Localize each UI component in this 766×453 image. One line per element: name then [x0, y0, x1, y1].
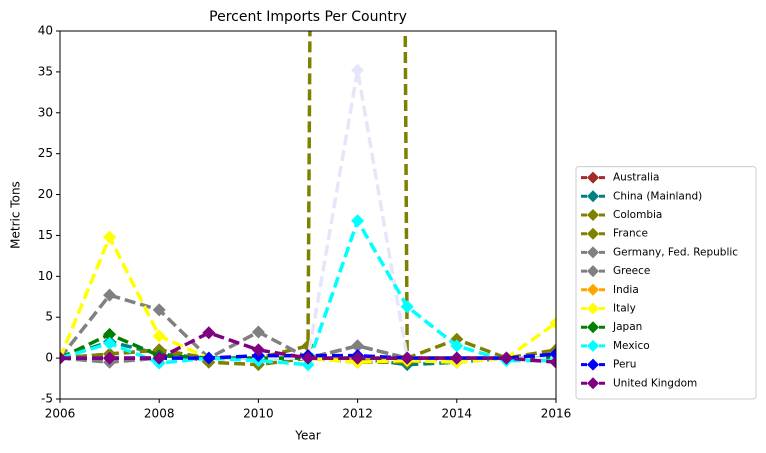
data-point	[549, 316, 556, 330]
data-point	[549, 355, 556, 369]
legend-swatch-marker	[587, 265, 599, 278]
legend-swatch-marker	[587, 283, 599, 296]
data-point	[152, 329, 166, 343]
data-point	[301, 358, 315, 372]
x-tick-label: 2014	[442, 407, 473, 421]
legend: Australia China (Mainland) Colombia France G…	[575, 166, 757, 400]
data-point	[400, 351, 414, 365]
legend-label: France	[613, 228, 648, 240]
data-point	[103, 230, 117, 244]
legend-label: India	[613, 284, 639, 296]
data-point	[103, 351, 117, 365]
y-axis-label: Metric Tons	[9, 181, 23, 249]
data-point	[450, 339, 464, 353]
axes-frame	[59, 30, 557, 400]
data-point	[202, 326, 216, 340]
data-point	[400, 300, 414, 314]
data-point	[103, 327, 117, 341]
y-tick-label: 20	[38, 187, 53, 201]
y-tick-label: 15	[38, 228, 53, 242]
y-tick-label: 30	[38, 105, 53, 119]
data-point	[351, 339, 365, 353]
data-point	[60, 351, 67, 365]
data-point	[103, 288, 117, 302]
legend-label: Italy	[613, 303, 636, 315]
legend-swatch-marker	[587, 190, 599, 203]
chart-title: Percent Imports Per Country	[209, 9, 407, 25]
legend-swatch-marker	[587, 171, 599, 184]
y-tick-label: 10	[38, 269, 53, 283]
data-point	[103, 336, 117, 350]
data-point	[301, 351, 315, 365]
legend-label: Colombia	[613, 209, 662, 221]
data-point	[351, 351, 365, 365]
y-tick-label: -5	[41, 392, 53, 406]
legend-swatch-marker	[587, 377, 599, 390]
legend-label: Mexico	[613, 340, 650, 352]
x-tick-label: 2010	[243, 407, 274, 421]
legend-swatch-marker	[587, 302, 599, 315]
plot-area	[60, 31, 556, 372]
data-point	[351, 214, 365, 228]
data-point	[152, 351, 166, 365]
y-tick-label: 25	[38, 146, 53, 160]
legend-swatch-marker	[587, 227, 599, 240]
legend-swatch-marker	[587, 339, 599, 352]
data-point	[499, 351, 513, 365]
data-point	[251, 343, 265, 357]
x-tick-label: 2016	[541, 407, 572, 421]
data-point	[351, 63, 365, 77]
y-tick-label: 35	[38, 64, 53, 78]
x-tick-label: 2012	[342, 407, 373, 421]
legend-label: China (Mainland)	[613, 190, 702, 202]
legend-label: United Kingdom	[613, 377, 697, 389]
x-tick-label: 2008	[144, 407, 175, 421]
data-point	[152, 303, 166, 317]
legend-swatch-marker	[587, 246, 599, 259]
data-point	[549, 347, 556, 361]
data-point	[251, 325, 265, 339]
y-tick-label: 40	[38, 24, 53, 38]
legend-label: Australia	[613, 172, 659, 184]
data-point	[450, 351, 464, 365]
legend-label: Germany, Fed. Republic	[613, 246, 738, 258]
x-axis-label: Year	[294, 429, 320, 443]
legend-frame	[575, 166, 757, 400]
data-point	[202, 351, 216, 365]
legend-label: Greece	[613, 265, 650, 277]
y-tick-label: 5	[45, 310, 53, 324]
legend-swatch-marker	[587, 321, 599, 334]
legend-swatch-marker	[587, 209, 599, 221]
x-tick-label: 2006	[45, 407, 76, 421]
legend-swatch-marker	[587, 358, 599, 371]
legend-label: Japan	[612, 321, 642, 333]
legend-label: Peru	[613, 359, 636, 371]
y-tick-label: 0	[45, 351, 53, 365]
